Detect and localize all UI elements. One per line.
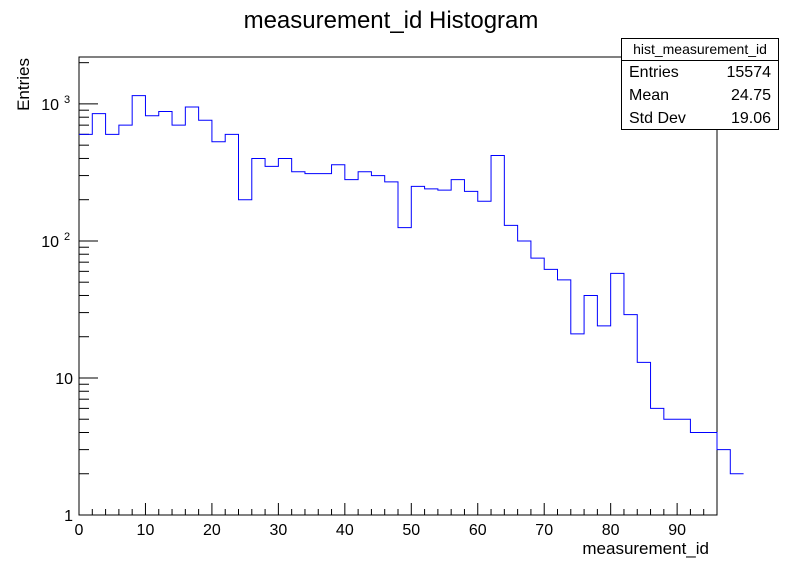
chart-title: measurement_id Histogram bbox=[244, 7, 539, 34]
x-tick-label: 0 bbox=[75, 522, 84, 539]
stats-row-entries: Entries 15574 bbox=[622, 61, 778, 84]
x-tick-label: 90 bbox=[668, 522, 686, 539]
x-axis: 0 10 20 30 40 50 60 70 80 90 bbox=[75, 503, 718, 539]
stats-value: 24.75 bbox=[730, 87, 771, 104]
stats-title: hist_measurement_id bbox=[622, 39, 778, 61]
stats-row-stddev: Std Dev 19.06 bbox=[622, 107, 778, 130]
x-tick-label: 60 bbox=[469, 522, 487, 539]
y-tick-exponent: 2 bbox=[64, 231, 70, 243]
histogram-outline bbox=[79, 95, 744, 475]
stats-value: 19.06 bbox=[730, 110, 771, 127]
x-tick-label: 50 bbox=[402, 522, 420, 539]
x-axis-label: measurement_id bbox=[582, 539, 709, 558]
y-tick-label: 10 bbox=[55, 371, 73, 388]
y-tick-exponent: 3 bbox=[64, 94, 70, 106]
stats-label: Std Dev bbox=[629, 110, 686, 127]
y-axis-label: Entries bbox=[14, 58, 33, 111]
stats-box: hist_measurement_id Entries 15574 Mean 2… bbox=[621, 38, 779, 130]
y-axis: 1 10 10 2 10 3 bbox=[41, 62, 98, 525]
x-tick-label: 70 bbox=[535, 522, 553, 539]
stats-label: Entries bbox=[629, 64, 679, 81]
x-tick-label: 40 bbox=[336, 522, 354, 539]
stats-label: Mean bbox=[629, 87, 670, 104]
stats-row-mean: Mean 24.75 bbox=[622, 84, 778, 107]
x-tick-label: 10 bbox=[137, 522, 155, 539]
x-tick-label: 20 bbox=[203, 522, 221, 539]
histogram-bars bbox=[79, 95, 744, 475]
y-tick-label: 10 bbox=[41, 97, 59, 114]
x-tick-label: 30 bbox=[269, 522, 287, 539]
y-tick-label: 1 bbox=[64, 508, 73, 525]
x-tick-label: 80 bbox=[602, 522, 620, 539]
stats-value: 15574 bbox=[726, 64, 772, 81]
y-tick-label: 10 bbox=[41, 234, 59, 251]
